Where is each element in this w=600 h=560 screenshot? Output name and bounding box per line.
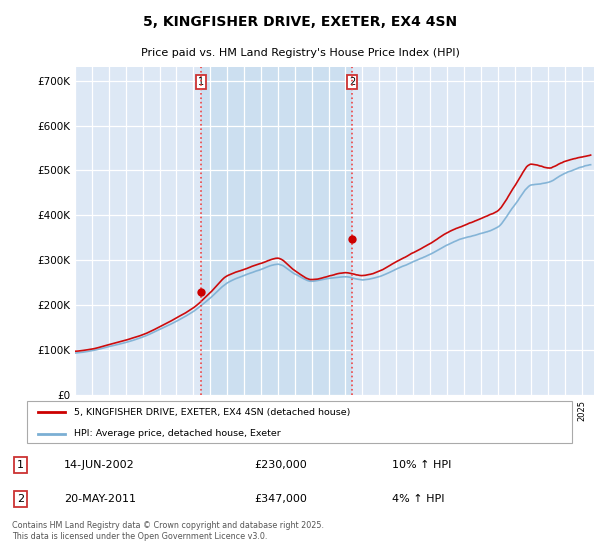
Text: 14-JUN-2002: 14-JUN-2002: [64, 460, 134, 470]
Text: 1: 1: [198, 77, 204, 87]
FancyBboxPatch shape: [27, 401, 572, 444]
Text: Price paid vs. HM Land Registry's House Price Index (HPI): Price paid vs. HM Land Registry's House …: [140, 48, 460, 58]
Text: £230,000: £230,000: [254, 460, 307, 470]
Bar: [201, 67, 352, 395]
Text: 20-MAY-2011: 20-MAY-2011: [64, 494, 136, 504]
Text: 1: 1: [17, 460, 24, 470]
Text: 2: 2: [17, 494, 24, 504]
Text: Contains HM Land Registry data © Crown copyright and database right 2025.
This d: Contains HM Land Registry data © Crown c…: [12, 521, 324, 540]
Text: 4% ↑ HPI: 4% ↑ HPI: [392, 494, 445, 504]
Text: £347,000: £347,000: [254, 494, 307, 504]
Text: HPI: Average price, detached house, Exeter: HPI: Average price, detached house, Exet…: [74, 429, 280, 438]
Text: 5, KINGFISHER DRIVE, EXETER, EX4 4SN: 5, KINGFISHER DRIVE, EXETER, EX4 4SN: [143, 15, 457, 29]
Text: 5, KINGFISHER DRIVE, EXETER, EX4 4SN (detached house): 5, KINGFISHER DRIVE, EXETER, EX4 4SN (de…: [74, 408, 350, 417]
Text: 10% ↑ HPI: 10% ↑ HPI: [392, 460, 452, 470]
Text: 2: 2: [349, 77, 355, 87]
